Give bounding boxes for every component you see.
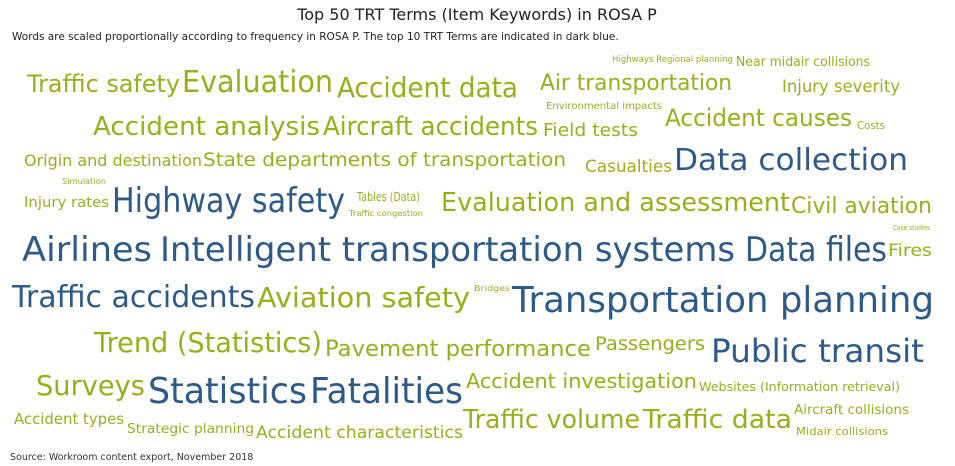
word: Accident characteristics bbox=[256, 423, 463, 443]
word: Transportation planning bbox=[511, 280, 934, 321]
word: Intelligent transportation systems bbox=[160, 230, 735, 270]
word: Statistics bbox=[148, 371, 307, 412]
title: Top 50 TRT Terms (Item Keywords) in ROSA… bbox=[296, 5, 657, 24]
word: Accident causes bbox=[665, 104, 852, 132]
word: Evaluation bbox=[182, 65, 333, 100]
word: Accident data bbox=[337, 71, 518, 104]
source: Source: Workroom content export, Novembe… bbox=[10, 452, 253, 463]
subtitle: Words are scaled proportionally accordin… bbox=[12, 31, 619, 43]
word: Airlines bbox=[22, 230, 152, 270]
word: Traffic accidents bbox=[11, 280, 255, 315]
word: Pavement performance bbox=[325, 337, 591, 362]
word: Environmental impacts bbox=[546, 101, 662, 112]
word: Websites (Information retrieval) bbox=[699, 380, 900, 394]
word: Aircraft accidents bbox=[323, 112, 538, 142]
word: Evaluation and assessment bbox=[441, 188, 790, 218]
word: Fatalities bbox=[310, 371, 463, 412]
word: State departments of transportation bbox=[203, 149, 566, 171]
word: Simulation bbox=[62, 177, 106, 186]
word: Aviation safety bbox=[257, 281, 470, 314]
word: Midair collisions bbox=[796, 425, 888, 438]
word: Traffic safety bbox=[26, 70, 180, 98]
word: Injury rates bbox=[24, 195, 109, 211]
word: Fires bbox=[888, 241, 932, 261]
word: Case studies bbox=[893, 224, 930, 232]
word: Costs bbox=[857, 119, 885, 132]
word: Highway safety bbox=[112, 181, 345, 221]
word: Accident analysis bbox=[93, 112, 320, 142]
word: Trend (Statistics) bbox=[93, 326, 322, 359]
word: Aircraft collisions bbox=[794, 403, 909, 418]
word: Data collection bbox=[674, 143, 908, 178]
word: Data files bbox=[745, 230, 887, 270]
word: Origin and destination bbox=[24, 151, 202, 170]
word: Strategic planning bbox=[127, 422, 254, 437]
word: Near midair collisions bbox=[736, 55, 870, 70]
word: Accident investigation bbox=[466, 369, 697, 393]
word: Tables (Data) bbox=[356, 190, 420, 204]
word: Air transportation bbox=[540, 71, 732, 96]
word: Bridges bbox=[474, 284, 510, 293]
word: Public transit bbox=[711, 332, 924, 370]
word: Surveys bbox=[36, 369, 145, 402]
word: Traffic data bbox=[642, 405, 792, 435]
word: Traffic volume bbox=[462, 405, 640, 435]
word: Traffic congestion bbox=[348, 209, 423, 218]
word: Civil aviation bbox=[791, 194, 932, 219]
word: Field tests bbox=[543, 120, 638, 141]
word: Passengers bbox=[595, 333, 705, 355]
word: Injury severity bbox=[782, 77, 900, 97]
word: Casualties bbox=[585, 157, 672, 177]
word: Highways Regional planning bbox=[612, 55, 733, 65]
word: Accident types bbox=[14, 410, 124, 428]
